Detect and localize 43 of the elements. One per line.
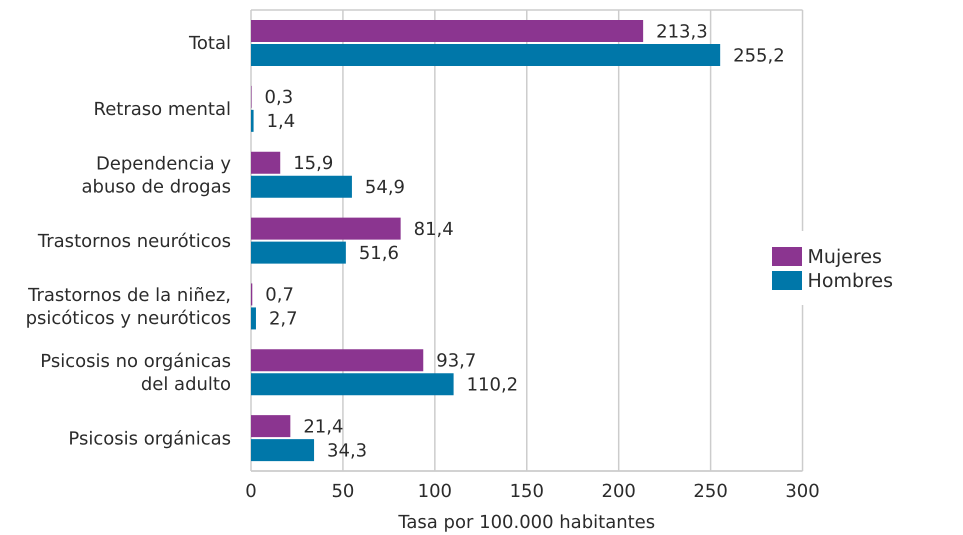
data-label: 93,7 <box>436 350 476 372</box>
x-tick-label: 50 <box>331 480 354 502</box>
data-label: 51,6 <box>358 242 399 264</box>
data-label: 34,3 <box>327 440 368 462</box>
legend-label: Hombres <box>808 268 893 292</box>
data-label: 21,4 <box>303 416 344 438</box>
data-label: 0,3 <box>264 87 294 108</box>
y-tick-label: Psicosis orgánicas <box>68 428 231 450</box>
x-tick-label: 250 <box>693 480 728 502</box>
bar <box>251 439 314 462</box>
bar <box>251 110 254 132</box>
y-tick-label: Retraso mental <box>94 99 231 120</box>
bar <box>251 349 424 372</box>
data-label: 81,4 <box>414 218 454 240</box>
bar <box>251 152 280 174</box>
x-tick-label: 150 <box>510 480 544 502</box>
bar <box>251 44 720 66</box>
data-label: 110,2 <box>466 374 518 396</box>
bar <box>251 242 346 264</box>
bar <box>251 176 352 198</box>
x-tick-label: 200 <box>602 480 636 502</box>
y-tick-label: Trastornos de la niñez, psicóticos y neuróticos <box>26 285 231 330</box>
y-tick-label: Dependencia y abuso de drogas <box>82 153 232 198</box>
bar <box>251 20 644 42</box>
data-label: 54,9 <box>364 177 406 198</box>
data-label: 15,9 <box>293 153 334 174</box>
x-tick-label: 0 <box>245 480 257 502</box>
legend-label: Mujeres <box>808 244 882 268</box>
x-tick-label: 300 <box>785 480 820 502</box>
y-tick-label: Total <box>188 33 231 54</box>
data-label: 213,3 <box>656 21 708 42</box>
x-tick-label: 100 <box>418 480 452 502</box>
x-axis-title: Tasa por 100.000 habitantes <box>397 512 656 533</box>
data-label: 0,7 <box>265 284 294 306</box>
bar <box>251 373 454 396</box>
bar <box>251 307 256 330</box>
bar <box>251 415 290 438</box>
data-label: 1,4 <box>266 111 296 132</box>
bar <box>251 218 401 240</box>
data-label: 2,7 <box>268 308 298 330</box>
data-label: 255,2 <box>733 45 785 66</box>
y-tick-label: Trastornos neuróticos <box>36 230 231 252</box>
y-tick-label: Psicosis no orgánicas del adulto <box>40 351 231 396</box>
